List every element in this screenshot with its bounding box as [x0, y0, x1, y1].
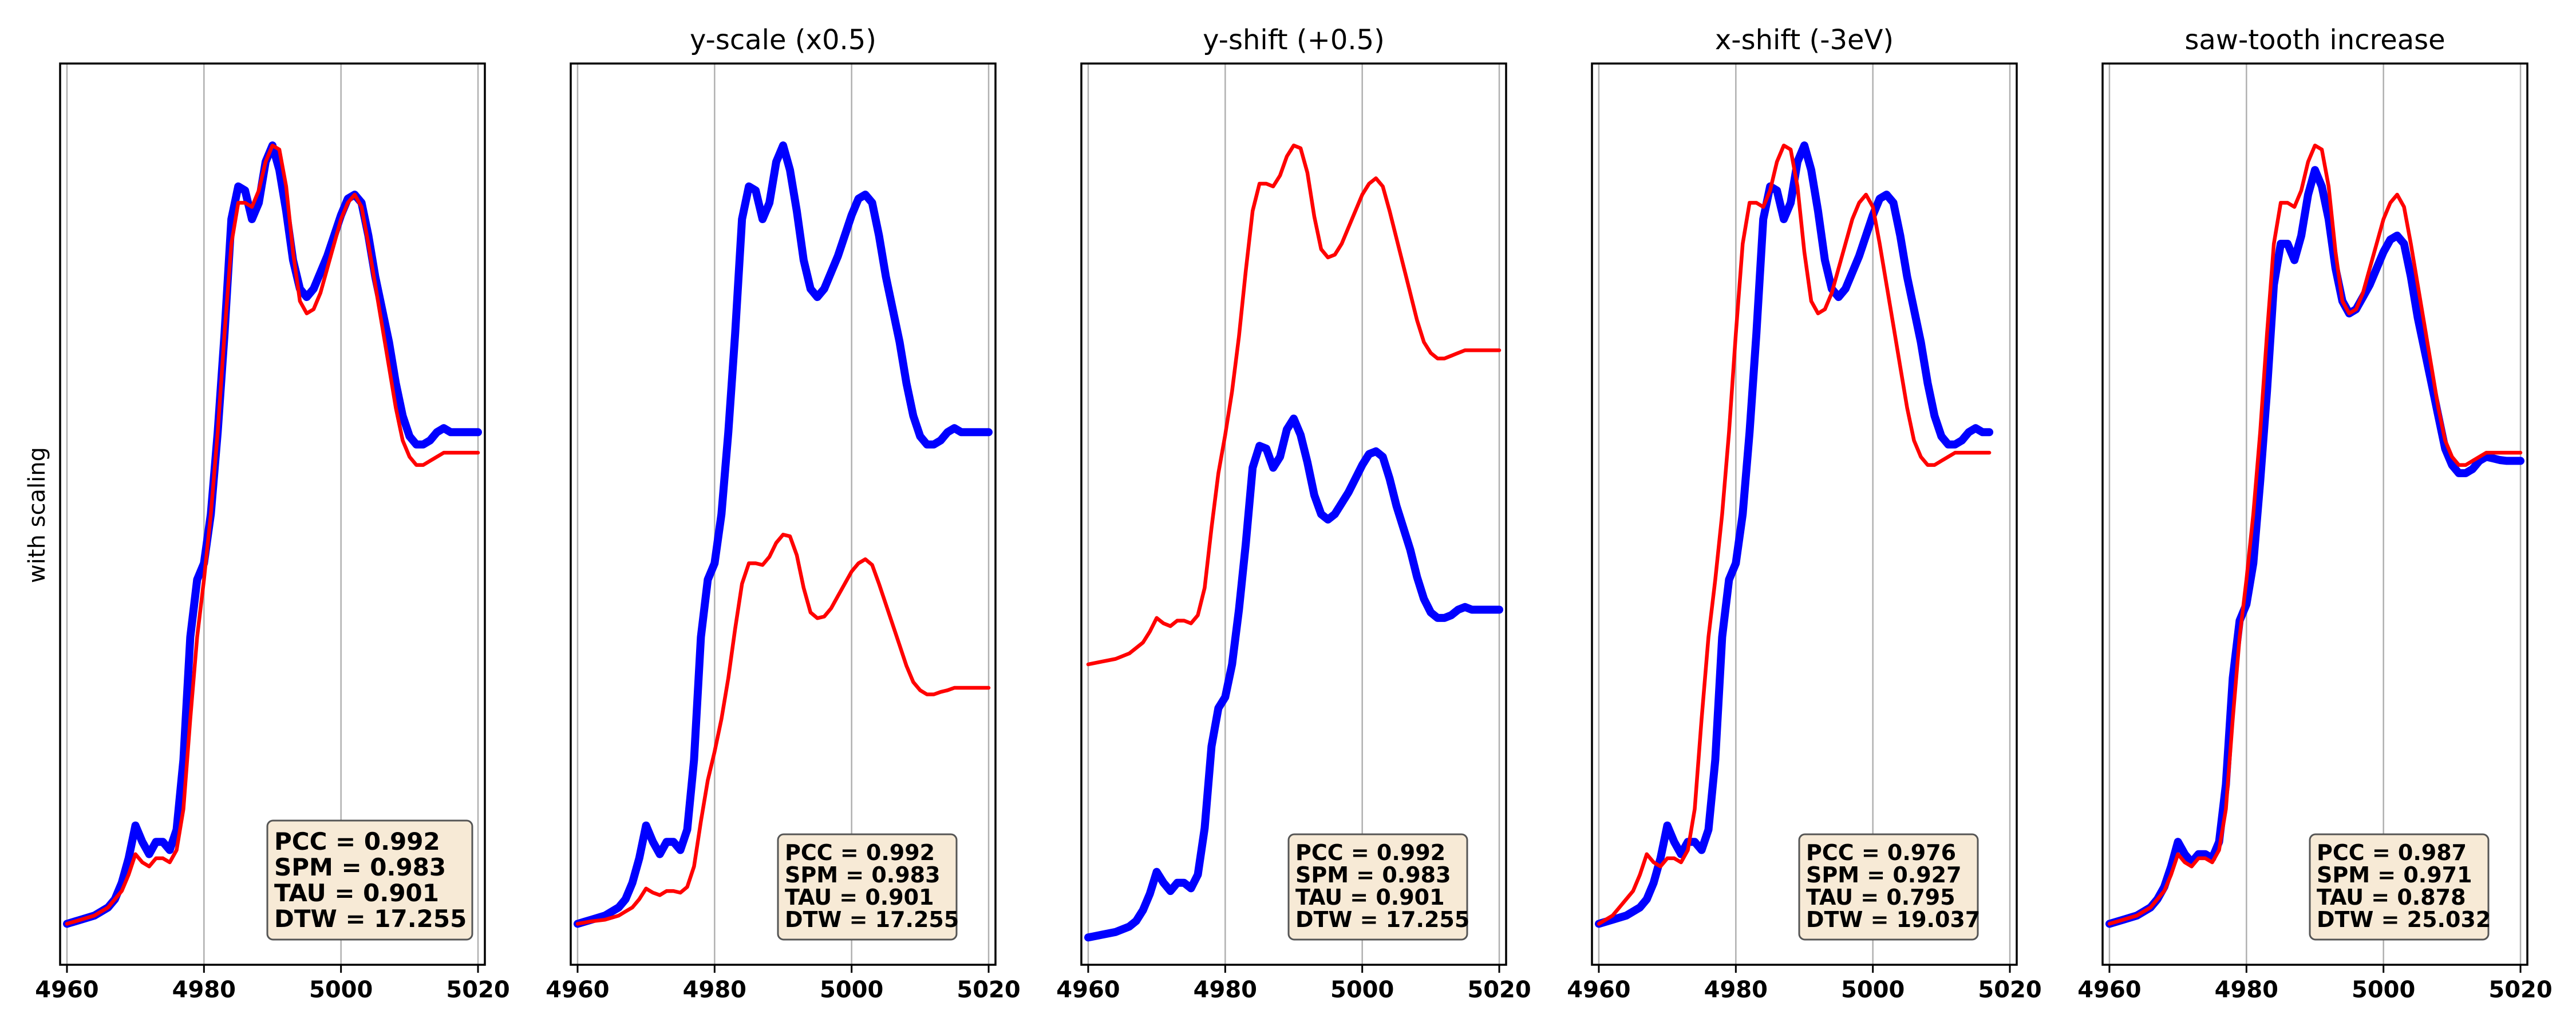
x-tick-label: 5020 [957, 977, 1020, 1003]
panel-5: 4960 4980 5000 5020 saw-tooth increase PCC = … [2077, 24, 2552, 1003]
metrics-box [2309, 833, 2490, 941]
panel-title: y-scale (x0.5) [690, 24, 876, 56]
x-tick-label: 5020 [1978, 977, 2041, 1003]
x-tick-label: 4980 [683, 977, 746, 1003]
x-tick-label: 5020 [446, 977, 509, 1003]
metric-text: TAU = 0.901 [1295, 885, 1445, 910]
axes-frame [1591, 62, 2018, 966]
metric-text: DTW = 17.255 [785, 907, 959, 932]
x-tick-label: 5000 [1330, 977, 1394, 1003]
panel-3: 4960 4980 5000 5020 y-shift (+0.5) PCC = 0.99… [1056, 24, 1531, 1003]
metric-text: DTW = 25.032 [2317, 907, 2491, 932]
metric-text: SPM = 0.983 [785, 862, 941, 888]
metric-text: DTW = 19.037 [1806, 907, 1980, 932]
x-tick-label: 5000 [2352, 977, 2415, 1003]
figure-ylabel: with scaling [24, 447, 50, 583]
reference-spectrum-line [1595, 141, 1994, 928]
metric-text: PCC = 0.992 [785, 840, 935, 865]
metric-text: DTW = 17.255 [274, 905, 467, 933]
metric-text: PCC = 0.992 [1295, 840, 1445, 865]
x-tick-label: 4960 [1056, 977, 1120, 1003]
compared-spectrum-line [575, 533, 991, 926]
metric-text: SPM = 0.983 [1295, 862, 1451, 888]
axes-frame [570, 62, 997, 966]
plot-area [60, 64, 485, 965]
axes-frame [59, 62, 486, 966]
panel-title: saw-tooth increase [2184, 24, 2445, 56]
plot-area [1081, 64, 1506, 965]
metric-text: TAU = 0.901 [274, 879, 439, 907]
metric-text: DTW = 17.255 [1295, 907, 1469, 932]
panel-2: 4960 4980 5000 5020 y-scale (x0.5) PCC = 0.99… [546, 24, 1020, 1003]
metrics-box [1287, 833, 1468, 941]
x-tick-label: 5020 [1467, 977, 1531, 1003]
x-tick-label: 4960 [546, 977, 609, 1003]
x-tick-label: 4980 [172, 977, 236, 1003]
metric-text: TAU = 0.878 [2317, 885, 2466, 910]
metrics-box [266, 819, 473, 941]
axes-frame [2101, 62, 2528, 966]
x-tick-label: 4980 [1704, 977, 1768, 1003]
compared-spectrum-line [65, 143, 480, 926]
metric-text: SPM = 0.983 [274, 853, 446, 881]
metric-text: SPM = 0.927 [1806, 862, 1962, 888]
panel-title: x-shift (-3eV) [1715, 24, 1894, 56]
plot-area [1592, 64, 2017, 965]
metric-text: PCC = 0.976 [1806, 840, 1956, 865]
x-tick-label: 4980 [2215, 977, 2278, 1003]
metric-text: SPM = 0.971 [2317, 862, 2472, 888]
reference-spectrum-line [1084, 414, 1503, 942]
reference-spectrum-line [63, 141, 482, 928]
compared-spectrum-line [1086, 143, 1502, 667]
panel-4: 4960 4980 5000 5020 x-shift (-3eV) PCC = 0.97… [1567, 24, 2041, 1003]
metrics-box [1798, 833, 1979, 941]
reference-spectrum-line [2105, 166, 2524, 928]
x-tick-label: 4960 [2077, 977, 2141, 1003]
metric-text: PCC = 0.987 [2317, 840, 2467, 865]
metrics-box [777, 833, 958, 941]
x-tick-label: 5000 [1841, 977, 1905, 1003]
plot-area [571, 64, 995, 965]
compared-spectrum-line [1597, 143, 1992, 926]
metric-text: PCC = 0.992 [274, 827, 440, 855]
x-tick-label: 4960 [35, 977, 98, 1003]
plot-area [2103, 64, 2527, 965]
axes-frame [1080, 62, 1507, 966]
x-tick-label: 4980 [1194, 977, 1257, 1003]
panel-title: y-shift (+0.5) [1203, 24, 1385, 56]
x-tick-label: 5000 [820, 977, 883, 1003]
metric-text: TAU = 0.901 [785, 885, 934, 910]
reference-spectrum-line [574, 141, 993, 928]
x-tick-label: 5000 [309, 977, 373, 1003]
x-tick-label: 4960 [1567, 977, 1630, 1003]
compared-spectrum-line [2107, 143, 2523, 926]
x-tick-label: 5020 [2488, 977, 2552, 1003]
metric-text: TAU = 0.795 [1806, 885, 1955, 910]
